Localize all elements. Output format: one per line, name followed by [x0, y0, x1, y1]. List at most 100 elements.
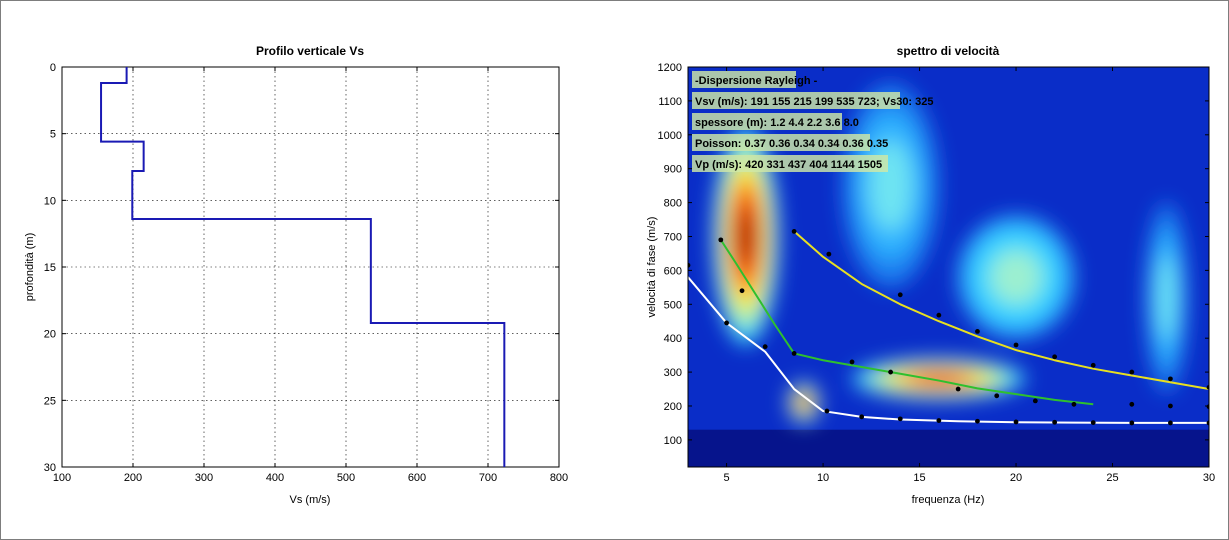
profile-grid: [62, 67, 559, 467]
spectrum-energy-zone: [869, 140, 913, 231]
spectrum-low-band: [688, 429, 1209, 467]
profile-ytick-label: 20: [44, 329, 56, 341]
spectrum-xtick-label: 20: [1010, 472, 1022, 484]
spectrum-ytick-label: 400: [664, 333, 682, 345]
profile-series: [100, 67, 506, 467]
annotation-box: [692, 134, 870, 151]
picked-point: [1052, 419, 1058, 425]
profile-xlabel: Vs (m/s): [290, 494, 331, 506]
picked-point: [1129, 369, 1135, 375]
profile-xtick-label: 700: [479, 472, 497, 484]
profile-ytick-label: 10: [44, 195, 56, 207]
picked-point: [791, 351, 797, 356]
picked-point: [1129, 420, 1135, 426]
spectrum-ytick-label: 1000: [658, 130, 682, 142]
profile-xtick-label: 400: [266, 472, 284, 484]
spectrum-ytick-label: 800: [664, 198, 682, 210]
picked-point: [826, 251, 832, 257]
spectrum-title: spettro di velocità: [897, 44, 1000, 58]
spectrum-energy-zone: [737, 210, 754, 263]
spectrum-xlabel: frequenza (Hz): [912, 494, 985, 506]
picked-point: [888, 369, 894, 375]
picked-point: [739, 288, 745, 294]
spectrum-heatmap: [688, 67, 1209, 467]
spectrum-energy-zone: [990, 250, 1042, 305]
annotation-box: [692, 113, 842, 130]
spectrum-ytick-label: 100: [664, 435, 682, 447]
picked-point: [849, 359, 855, 365]
picked-point: [791, 229, 797, 234]
profile-xtick-label: 500: [337, 472, 355, 484]
picked-point: [1071, 401, 1077, 407]
picked-point: [762, 344, 768, 350]
picked-point: [975, 329, 980, 334]
spectrum-energy-zone: [799, 396, 809, 409]
profile-ticks: 100 200 300 400 500 600 700 800 0 5 10 15 20 25 30: [44, 62, 568, 484]
spectrum-ytick-label: 600: [664, 265, 682, 277]
spectrum-curves: [688, 229, 1209, 426]
picked-point: [688, 262, 691, 268]
spectrum-ytick-label: 1100: [658, 96, 682, 108]
annotation-text: Vsv (m/s): 191 155 215 199 535 723; Vs30…: [695, 96, 934, 108]
profile-xtick-label: 300: [195, 472, 213, 484]
picked-point: [1052, 354, 1058, 360]
annotation-text: spessore (m): 1.2 4.4 2.2 3.6 8.0: [695, 117, 859, 129]
dispersion-curve: [688, 276, 1209, 424]
picked-point: [1032, 398, 1038, 404]
picked-point: [1168, 403, 1173, 409]
spectrum-xtick-label: 10: [817, 472, 829, 484]
spectrum-ylabel: velocità di fase (m/s): [646, 217, 658, 318]
profile-xtick-label: 600: [408, 472, 426, 484]
picked-point: [1013, 419, 1019, 425]
picked-point: [1129, 401, 1135, 407]
picked-point: [1206, 420, 1209, 426]
picked-point: [897, 416, 903, 422]
vs-profile-line: [100, 67, 506, 467]
annotation-box: [692, 71, 796, 88]
spectrum-energy-zone: [914, 373, 964, 385]
profile-ylabel: profondità (m): [24, 233, 36, 301]
profile-title: Profilo verticale Vs: [256, 44, 364, 58]
profile-ytick-label: 30: [44, 462, 56, 474]
spectrum-ytick-label: 900: [664, 164, 682, 176]
annotation-text: Poisson: 0.37 0.36 0.34 0.34 0.36 0.35: [695, 138, 888, 150]
annotation-box: [692, 92, 900, 109]
picked-point: [1090, 362, 1096, 368]
profile-ytick-label: 15: [44, 262, 56, 274]
picked-point: [824, 408, 830, 414]
picked-point: [1013, 342, 1019, 348]
picked-point: [936, 418, 942, 423]
picked-point: [994, 393, 1000, 399]
annotation-box: [692, 155, 888, 172]
spectrum-annotations: -Dispersione Rayleigh - Vsv (m/s): 191 15…: [692, 71, 934, 172]
dispersion-curve: [793, 230, 1209, 391]
profile-xtick-label: 800: [550, 472, 568, 484]
spectrum-energy-zone: [1157, 255, 1176, 340]
profile-ytick-label: 25: [44, 395, 56, 407]
spectrum-energy-layer: [713, 83, 1188, 423]
picked-point: [1168, 376, 1173, 382]
spectrum-xtick-label: 30: [1203, 472, 1215, 484]
picked-point: [724, 320, 729, 326]
profile-ytick-label: 0: [50, 62, 56, 74]
spectrum-ytick-label: 200: [664, 401, 682, 413]
spectrum-ytick-label: 300: [664, 367, 682, 379]
annotation-text: Vp (m/s): 420 331 437 404 1144 1505: [695, 159, 882, 171]
picked-point: [975, 418, 980, 424]
spectrum-xtick-label: 15: [913, 472, 925, 484]
spectrum-ytick-label: 700: [664, 231, 682, 243]
spectrum-xtick-label: 5: [724, 472, 730, 484]
spectrum-plot-area: [687, 66, 1210, 468]
profile-xtick-label: 200: [124, 472, 142, 484]
picked-point: [1090, 420, 1096, 425]
picked-point: [718, 237, 724, 243]
picked-point: [936, 312, 942, 318]
picked-point: [1206, 404, 1209, 410]
picked-point: [1168, 420, 1173, 426]
picked-point: [859, 414, 865, 420]
dispersion-curve: [719, 239, 1094, 406]
profile-chart: 100 200 300 400 500 600 700 800 0 5 10 15 20 25 30 Pro…: [24, 44, 568, 506]
picked-point: [955, 386, 961, 392]
picked-point: [1206, 384, 1209, 390]
picked-point: [897, 292, 903, 298]
